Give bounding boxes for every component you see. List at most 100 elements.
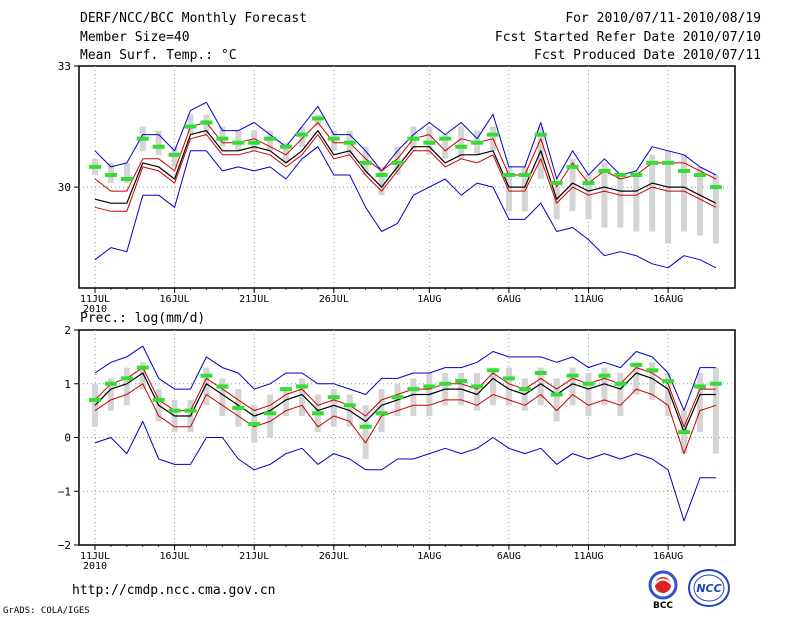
header-variable: Mean Surf. Temp.: °C bbox=[80, 48, 237, 63]
observed-marker bbox=[693, 172, 706, 177]
y-tick-label: 1 bbox=[64, 378, 71, 391]
y-tick-label: 33 bbox=[58, 60, 71, 73]
x-tick-label: 1AUG bbox=[417, 551, 441, 562]
ensemble-box bbox=[633, 170, 640, 232]
ensemble-box bbox=[362, 405, 369, 459]
series-median-line bbox=[94, 372, 716, 433]
observed-marker bbox=[311, 411, 324, 416]
observed-marker bbox=[518, 387, 531, 392]
observed-marker bbox=[502, 172, 515, 177]
x-year-label: 2010 bbox=[83, 304, 107, 315]
observed-marker bbox=[327, 136, 340, 141]
x-tick-label: 11JUL bbox=[80, 551, 110, 562]
observed-marker bbox=[200, 373, 213, 378]
ensemble-box bbox=[219, 378, 226, 416]
observed-marker bbox=[136, 365, 149, 370]
observed-marker bbox=[311, 116, 324, 121]
x-tick-label: 11AUG bbox=[573, 551, 603, 562]
observed-marker bbox=[502, 376, 515, 381]
observed-marker bbox=[327, 395, 340, 400]
observed-marker bbox=[471, 384, 484, 389]
observed-marker bbox=[693, 384, 706, 389]
plot-frame bbox=[78, 65, 736, 289]
observed-marker bbox=[566, 373, 579, 378]
ensemble-box bbox=[601, 162, 608, 228]
ensemble-box bbox=[537, 126, 544, 180]
observed-marker bbox=[280, 387, 293, 392]
observed-marker bbox=[407, 136, 420, 141]
ensemble-box bbox=[474, 373, 481, 411]
observed-marker bbox=[120, 177, 133, 182]
series-min-line bbox=[94, 420, 716, 522]
observed-marker bbox=[264, 411, 277, 416]
observed-marker bbox=[343, 140, 356, 145]
series-max-line bbox=[94, 345, 716, 412]
ensemble-box bbox=[665, 150, 672, 244]
ensemble-box bbox=[235, 130, 242, 151]
observed-marker bbox=[662, 379, 675, 384]
x-tick-label: 26JUL bbox=[319, 551, 349, 562]
observed-marker bbox=[248, 140, 261, 145]
observed-marker bbox=[184, 408, 197, 413]
y-tick-label: 2 bbox=[64, 324, 71, 337]
series-lower-quartile-line bbox=[94, 383, 717, 455]
ensemble-box bbox=[362, 146, 369, 175]
ensemble-box bbox=[283, 389, 290, 416]
bcc-logo-text: BCC bbox=[653, 601, 673, 610]
ensemble-box bbox=[696, 373, 703, 433]
ensemble-box bbox=[458, 126, 465, 159]
ncc-logo: NCC bbox=[688, 569, 730, 607]
observed-marker bbox=[104, 381, 117, 386]
observed-marker bbox=[709, 381, 722, 386]
observed-marker bbox=[630, 172, 643, 177]
observed-marker bbox=[614, 381, 627, 386]
footer-url[interactable]: http://cmdp.ncc.cma.gov.cn bbox=[72, 583, 276, 598]
observed-marker bbox=[566, 164, 579, 169]
ensemble-box bbox=[426, 126, 433, 155]
panel-temperature: 11JUL 16JUL 21JUL 26JUL 1AUG 6AUG 11AUG 16AUG 20… bbox=[58, 60, 736, 315]
ensemble-box bbox=[219, 126, 226, 147]
ensemble-box bbox=[681, 154, 688, 232]
x-tick-label: 16JUL bbox=[160, 551, 190, 562]
observed-marker bbox=[518, 172, 531, 177]
observed-marker bbox=[359, 424, 372, 429]
ensemble-box bbox=[601, 367, 608, 406]
ensemble-box bbox=[107, 162, 114, 184]
ensemble-box bbox=[123, 367, 130, 406]
observed-marker bbox=[487, 368, 499, 373]
ensemble-box bbox=[585, 174, 592, 220]
observed-marker bbox=[407, 387, 420, 392]
observed-marker bbox=[550, 181, 563, 186]
ensemble-box bbox=[585, 373, 592, 416]
ensemble-box bbox=[155, 130, 162, 155]
observed-marker bbox=[391, 395, 404, 400]
ensemble-box bbox=[505, 166, 512, 212]
ensemble-box bbox=[283, 142, 290, 163]
observed-marker bbox=[375, 411, 388, 416]
observed-marker bbox=[200, 120, 213, 125]
observed-marker bbox=[534, 132, 547, 137]
ensemble-box bbox=[267, 394, 274, 438]
observed-marker bbox=[534, 371, 547, 375]
ensemble-box bbox=[617, 174, 624, 228]
header-title: DERF/NCC/BCC Monthly Forecast bbox=[80, 11, 307, 26]
y-tick-label: −2 bbox=[58, 539, 71, 552]
ensemble-box bbox=[649, 154, 656, 232]
ensemble-box bbox=[330, 130, 337, 151]
ensemble-box bbox=[569, 367, 576, 406]
ensemble-box bbox=[696, 166, 703, 236]
ensemble-box bbox=[378, 389, 385, 433]
observed-marker bbox=[391, 160, 404, 165]
observed-marker bbox=[598, 168, 611, 173]
series-lower-quartile-line bbox=[94, 134, 717, 212]
y-tick-label: −1 bbox=[58, 485, 71, 498]
x-tick-label: 11AUG bbox=[573, 294, 603, 305]
x-tick-label: 6AUG bbox=[497, 294, 521, 305]
header-period: For 2010/07/11-2010/08/19 bbox=[565, 11, 761, 26]
observed-marker bbox=[152, 397, 165, 402]
observed-marker bbox=[216, 136, 229, 141]
x-tick-label: 16JUL bbox=[160, 294, 190, 305]
ensemble-box bbox=[298, 126, 305, 147]
ensemble-box bbox=[314, 114, 321, 127]
ensemble-box bbox=[123, 162, 130, 184]
